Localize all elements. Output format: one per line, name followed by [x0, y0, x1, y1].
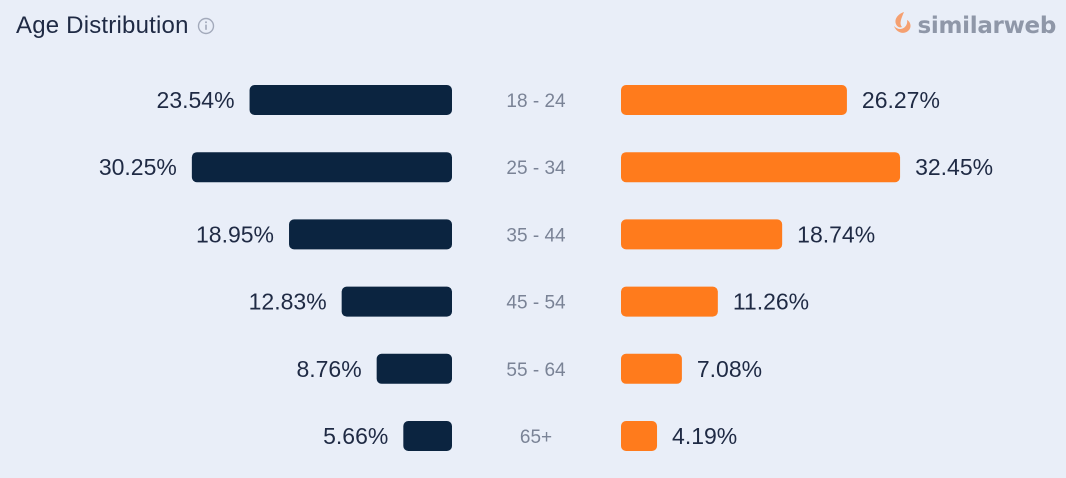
- right-value-label: 32.45%: [915, 154, 993, 180]
- right-value-label: 7.08%: [697, 356, 762, 382]
- right-bar: [621, 353, 682, 384]
- right-value-label: 18.74%: [797, 221, 875, 247]
- brand-logo: similarweb: [890, 10, 1056, 41]
- category-label: 18 - 24: [506, 91, 566, 112]
- left-bar: [403, 421, 452, 451]
- right-bar: [621, 219, 783, 250]
- category-label: 65+: [520, 427, 552, 448]
- similarweb-logo-icon: [890, 10, 914, 41]
- right-value-label: 4.19%: [672, 423, 737, 449]
- left-value-label: 23.54%: [157, 87, 235, 113]
- brand-name: similarweb: [917, 12, 1057, 39]
- right-bar: [621, 152, 901, 183]
- left-bar: [191, 152, 452, 183]
- category-label: 45 - 54: [506, 293, 566, 314]
- category-label: 35 - 44: [506, 225, 566, 246]
- left-value-label: 5.66%: [323, 423, 388, 449]
- left-bar: [341, 286, 452, 317]
- chart-title: Age Distribution: [16, 12, 189, 39]
- category-label: 25 - 34: [506, 158, 566, 179]
- left-value-label: 30.25%: [99, 154, 177, 180]
- left-value-label: 12.83%: [249, 289, 327, 315]
- left-bar: [289, 219, 452, 250]
- right-bar: [621, 421, 658, 451]
- right-bar: [621, 85, 847, 115]
- left-bar: [249, 85, 452, 115]
- left-bar: [376, 353, 452, 384]
- left-value-label: 8.76%: [296, 356, 361, 382]
- left-value-label: 18.95%: [196, 221, 274, 247]
- right-value-label: 11.26%: [733, 289, 809, 315]
- right-value-label: 26.27%: [862, 87, 940, 113]
- chart-header: Age Distribution: [16, 12, 215, 40]
- right-bar: [621, 286, 718, 317]
- info-circle-icon[interactable]: [197, 17, 215, 35]
- category-label: 55 - 64: [506, 360, 566, 381]
